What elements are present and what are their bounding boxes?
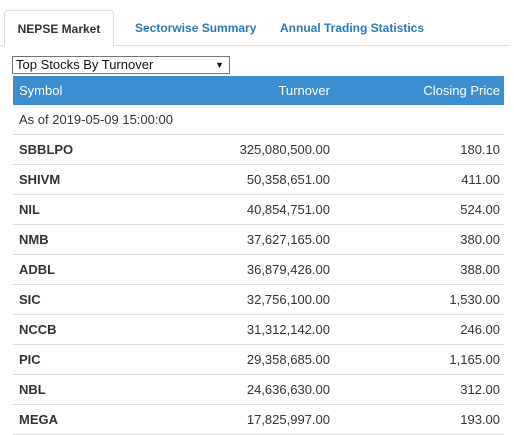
symbol-cell: SHIVM (19, 172, 61, 187)
closing-price-cell: 524.00 (460, 202, 500, 217)
top-stocks-select[interactable]: Top Stocks By Turnover ▼ (12, 56, 230, 74)
closing-price-cell: 1,530.00 (449, 292, 500, 307)
table-row: SIC 32,756,100.00 1,530.00 (13, 285, 504, 315)
table-row: PIC 29,358,685.00 1,165.00 (13, 345, 504, 375)
closing-price-cell: 193.00 (460, 412, 500, 427)
symbol-cell: NMB (19, 232, 49, 247)
header-symbol: Symbol (19, 83, 63, 98)
closing-price-cell: 246.00 (460, 322, 500, 337)
table-header: Symbol Turnover Closing Price (13, 76, 504, 105)
tab-sectorwise-summary[interactable]: Sectorwise Summary (135, 21, 257, 35)
turnover-cell: 325,080,500.00 (239, 142, 330, 157)
table-row: SBBLPO 325,080,500.00 180.10 (13, 135, 504, 165)
tab-bar: NEPSE Market Sectorwise Summary Annual T… (0, 0, 510, 47)
table-row: ADBL 36,879,426.00 388.00 (13, 255, 504, 285)
closing-price-cell: 180.10 (460, 142, 500, 157)
turnover-cell: 29,358,685.00 (246, 352, 330, 367)
turnover-cell: 31,312,142.00 (246, 322, 330, 337)
table-row: NCCB 31,312,142.00 246.00 (13, 315, 504, 345)
symbol-cell: MEGA (19, 412, 58, 427)
table-row: NMB 37,627,165.00 380.00 (13, 225, 504, 255)
symbol-cell: ADBL (19, 262, 56, 277)
as-of-timestamp: As of 2019-05-09 15:00:00 (13, 105, 504, 135)
tab-annual-trading-statistics[interactable]: Annual Trading Statistics (280, 21, 425, 35)
table-row: NIL 40,854,751.00 524.00 (13, 195, 504, 225)
closing-price-cell: 380.00 (460, 232, 500, 247)
header-turnover: Turnover (278, 83, 330, 98)
turnover-cell: 40,854,751.00 (246, 202, 330, 217)
turnover-cell: 37,627,165.00 (246, 232, 330, 247)
turnover-cell: 32,756,100.00 (246, 292, 330, 307)
turnover-cell: 17,825,997.00 (246, 412, 330, 427)
symbol-cell: SBBLPO (19, 142, 74, 157)
symbol-cell: NIL (19, 202, 40, 217)
tab-nepse-market[interactable]: NEPSE Market (4, 10, 114, 47)
dropdown-arrow-icon: ▼ (215, 60, 224, 70)
select-value: Top Stocks By Turnover (16, 57, 154, 72)
closing-price-cell: 312.00 (460, 382, 500, 397)
symbol-cell: NBL (19, 382, 46, 397)
header-closing-price: Closing Price (423, 83, 500, 98)
symbol-cell: PIC (19, 352, 41, 367)
turnover-cell: 24,636,630.00 (246, 382, 330, 397)
table-row: SHIVM 50,358,651.00 411.00 (13, 165, 504, 195)
symbol-cell: NCCB (19, 322, 57, 337)
turnover-cell: 36,879,426.00 (246, 262, 330, 277)
turnover-cell: 50,358,651.00 (246, 172, 330, 187)
table-row: MEGA 17,825,997.00 193.00 (13, 405, 504, 435)
stocks-table: Symbol Turnover Closing Price As of 2019… (13, 76, 504, 435)
closing-price-cell: 388.00 (460, 262, 500, 277)
closing-price-cell: 1,165.00 (449, 352, 500, 367)
table-row: NBL 24,636,630.00 312.00 (13, 375, 504, 405)
closing-price-cell: 411.00 (461, 172, 500, 187)
symbol-cell: SIC (19, 292, 41, 307)
